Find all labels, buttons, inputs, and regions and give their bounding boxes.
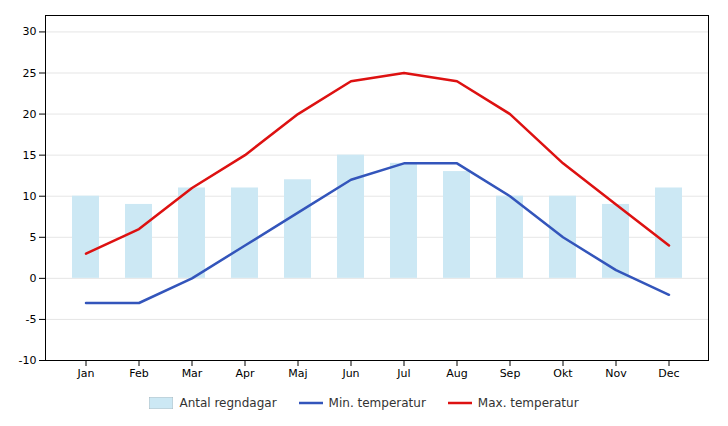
svg-text:Okt: Okt [553, 367, 573, 380]
svg-text:0: 0 [30, 272, 37, 285]
svg-text:Jan: Jan [77, 367, 95, 380]
svg-text:Apr: Apr [235, 367, 255, 380]
svg-text:Maj: Maj [288, 367, 307, 380]
svg-text:Nov: Nov [605, 367, 627, 380]
svg-text:25: 25 [23, 67, 37, 80]
svg-text:Mar: Mar [182, 367, 203, 380]
svg-text:Sep: Sep [500, 367, 521, 380]
svg-text:15: 15 [23, 149, 37, 162]
svg-text:-10: -10 [19, 354, 37, 367]
svg-text:Jul: Jul [396, 367, 410, 380]
svg-text:10: 10 [23, 190, 37, 203]
svg-text:Feb: Feb [129, 367, 148, 380]
html-text:Antal regndagar: Antal regndagar [179, 396, 277, 410]
html-text:Min. temperatur: Min. temperatur [328, 396, 426, 410]
svg-text:Aug: Aug [446, 367, 467, 380]
svg-text:-5: -5 [26, 313, 37, 326]
svg-text:Dec: Dec [658, 367, 679, 380]
svg-text:5: 5 [30, 231, 37, 244]
svg-text:Jun: Jun [341, 367, 359, 380]
svg-text:30: 30 [23, 25, 37, 38]
html-text:Max. temperatur: Max. temperatur [477, 396, 579, 410]
svg-text:20: 20 [23, 108, 37, 121]
